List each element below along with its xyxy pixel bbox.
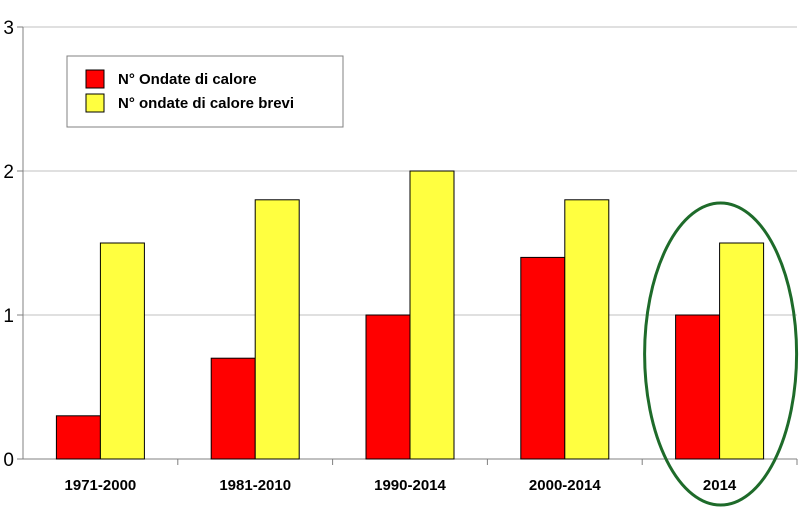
legend-swatch-ondate xyxy=(85,69,105,89)
legend: N° Ondate di calore N° ondate di calore … xyxy=(66,55,344,128)
x-tick-label-1990-2014: 1990-2014 xyxy=(374,477,446,494)
bar-ondate-brevi-1990-2014 xyxy=(409,170,455,460)
bar-ondate-brevi-1981-2010 xyxy=(254,199,300,460)
x-tick-label-2000-2014: 2000-2014 xyxy=(529,477,601,494)
y-tick-label-1: 1 xyxy=(3,306,14,327)
bar-ondate-brevi-2000-2014 xyxy=(564,199,610,460)
y-tick-label-2: 2 xyxy=(3,162,14,183)
bar-ondate-1981-2010 xyxy=(210,357,256,460)
x-tick-label-1981-2010: 1981-2010 xyxy=(219,477,291,494)
x-axis-ticks: 1971-2000 1981-2010 1990-2014 2000-2014 2014 xyxy=(65,459,798,494)
bar-ondate-1971-2000 xyxy=(55,415,101,460)
legend-label-ondate-brevi: N° ondate di calore brevi xyxy=(118,95,294,112)
highlight-ellipse xyxy=(643,201,799,507)
bar-ondate-2000-2014 xyxy=(520,256,566,460)
x-tick-label-1971-2000: 1971-2000 xyxy=(65,477,137,494)
x-tick-label-2014: 2014 xyxy=(703,477,737,494)
bar-ondate-brevi-2014 xyxy=(719,242,765,460)
legend-box xyxy=(66,55,344,128)
bars xyxy=(55,170,765,460)
legend-swatch-ondate-brevi xyxy=(85,93,105,113)
bar-ondate-2014 xyxy=(675,314,721,460)
y-tick-label-3: 3 xyxy=(3,18,14,39)
y-tick-label-0: 0 xyxy=(3,450,14,471)
bar-ondate-brevi-1971-2000 xyxy=(99,242,145,460)
legend-label-ondate: N° Ondate di calore xyxy=(118,71,257,88)
y-axis-ticks: 0 1 2 3 xyxy=(3,18,23,471)
bar-ondate-1990-2014 xyxy=(365,314,411,460)
